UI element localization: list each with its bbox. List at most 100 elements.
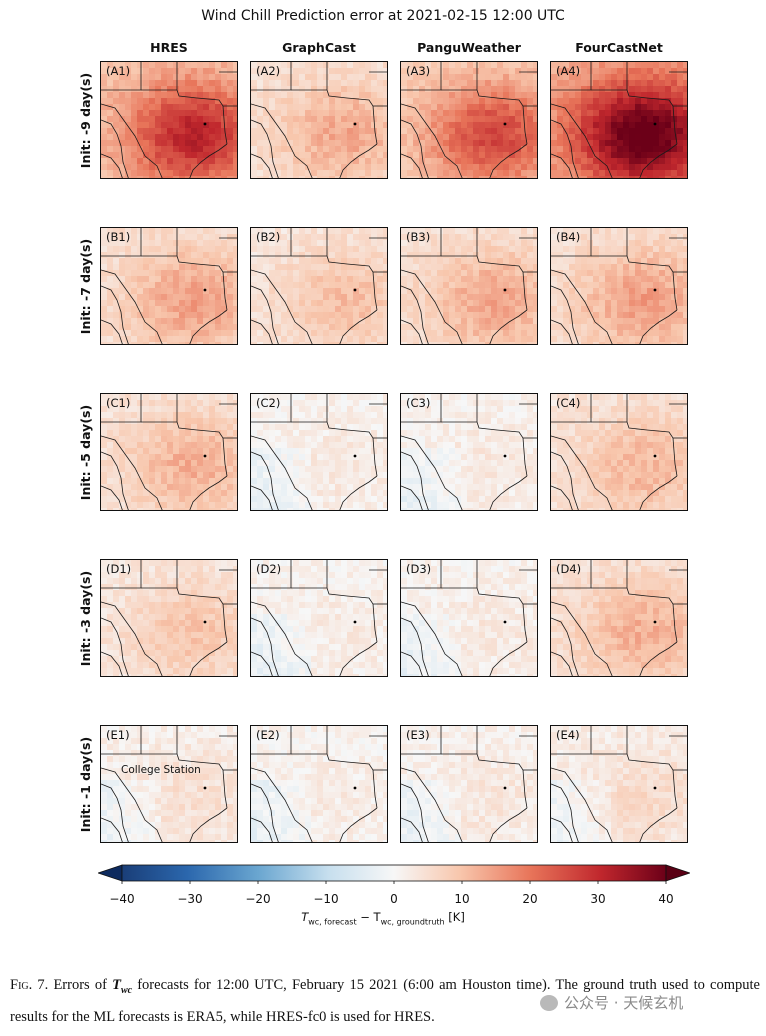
error-cell <box>623 92 629 98</box>
error-cell <box>533 234 537 240</box>
error-cell <box>143 472 149 478</box>
error-cell <box>341 478 347 484</box>
error-cell <box>521 412 527 418</box>
error-cell <box>101 454 107 460</box>
error-cell <box>659 342 665 344</box>
error-cell <box>101 234 107 240</box>
error-cell <box>365 436 371 442</box>
error-cell <box>497 164 503 170</box>
error-cell <box>335 80 341 86</box>
error-cell <box>473 240 479 246</box>
error-cell <box>215 240 221 246</box>
error-cell <box>551 336 557 342</box>
error-cell <box>299 170 305 176</box>
row-label: Init: -3 day(s) <box>76 549 96 687</box>
error-cell <box>185 342 191 344</box>
error-cell <box>533 270 537 276</box>
error-cell <box>617 98 623 104</box>
error-cell <box>371 496 377 502</box>
error-cell <box>155 400 161 406</box>
error-cell <box>605 288 611 294</box>
error-cell <box>569 288 575 294</box>
error-cell <box>251 74 257 80</box>
error-cell <box>155 252 161 258</box>
border-line <box>551 319 573 344</box>
error-cell <box>167 424 173 430</box>
border-line <box>189 309 228 344</box>
error-cell <box>203 436 209 442</box>
error-cell <box>365 306 371 312</box>
error-cell <box>359 318 365 324</box>
error-cell <box>227 330 233 336</box>
error-cell <box>623 152 629 158</box>
error-cell <box>533 406 537 412</box>
error-cell <box>401 158 407 164</box>
error-cell <box>161 294 167 300</box>
error-cell <box>407 306 413 312</box>
error-cell <box>221 406 227 412</box>
error-cell <box>317 134 323 140</box>
error-cell <box>323 80 329 86</box>
error-cell <box>287 294 293 300</box>
map-panel: (B1) <box>100 227 238 345</box>
error-cell <box>383 134 387 140</box>
error-cell <box>563 146 569 152</box>
error-cell <box>353 330 359 336</box>
error-cell <box>683 270 687 276</box>
error-cell <box>353 282 359 288</box>
error-cell <box>503 406 509 412</box>
error-cell <box>323 240 329 246</box>
error-cell <box>119 436 125 442</box>
error-cell <box>623 282 629 288</box>
error-cell <box>275 418 281 424</box>
error-cell <box>569 116 575 122</box>
error-cell <box>611 80 617 86</box>
error-cell <box>503 324 509 330</box>
error-cell <box>371 246 377 252</box>
error-cell <box>143 436 149 442</box>
error-cell <box>413 110 419 116</box>
error-cell <box>323 324 329 330</box>
error-cell <box>209 312 215 318</box>
error-cell <box>215 134 221 140</box>
error-cell <box>335 342 341 344</box>
error-cell <box>677 336 683 342</box>
error-cell <box>311 312 317 318</box>
error-cell <box>581 122 587 128</box>
error-cell <box>233 448 237 454</box>
error-cell <box>599 258 605 264</box>
error-cell <box>233 472 237 478</box>
error-cell <box>287 324 293 330</box>
error-cell <box>671 104 677 110</box>
error-cell <box>149 460 155 466</box>
error-cell <box>227 448 233 454</box>
error-cell <box>497 312 503 318</box>
error-cell <box>275 324 281 330</box>
error-cell <box>617 152 623 158</box>
error-field-map <box>101 228 237 344</box>
error-cell <box>257 478 263 484</box>
error-cell <box>233 86 237 92</box>
error-cell <box>101 252 107 258</box>
error-cell <box>173 312 179 318</box>
error-cell <box>527 418 533 424</box>
error-cell <box>659 116 665 122</box>
error-cell <box>347 80 353 86</box>
error-cell <box>143 460 149 466</box>
error-cell <box>515 134 521 140</box>
error-cell <box>383 472 387 478</box>
error-cell <box>203 92 209 98</box>
error-cell <box>263 140 269 146</box>
error-cell <box>119 146 125 152</box>
error-cell <box>251 442 257 448</box>
error-cell <box>143 448 149 454</box>
error-cell <box>359 478 365 484</box>
error-cell <box>581 312 587 318</box>
error-cell <box>329 318 335 324</box>
error-cell <box>371 324 377 330</box>
error-cell <box>287 234 293 240</box>
error-cell <box>329 460 335 466</box>
error-cell <box>197 448 203 454</box>
error-cell <box>611 336 617 342</box>
error-cell <box>563 68 569 74</box>
